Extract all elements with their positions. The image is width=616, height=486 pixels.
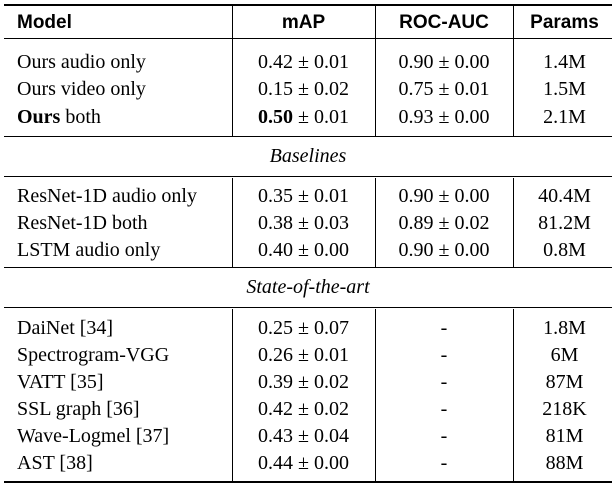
cell-params: 1.5M [543,78,586,100]
cell-map: 0.39 ± 0.02 [258,371,349,393]
column-divider [375,309,376,481]
column-divider [513,178,514,267]
cell-map: 0.40 ± 0.00 [258,239,349,261]
cell-map: 0.50 ± 0.01 [258,106,349,128]
header-rule [4,38,612,39]
column-divider [375,6,376,136]
cell-model: SSL graph [36] [17,398,140,420]
cell-params: 6M [550,344,579,366]
cell-map: 0.38 ± 0.03 [258,212,349,234]
column-divider [513,309,514,481]
column-divider [375,178,376,267]
section-title-baselines: Baselines [269,145,347,167]
cell-roc-auc: - [440,452,448,474]
bottom-rule [4,481,612,483]
cell-params: 218K [542,398,587,420]
header-roc-auc: ROC-AUC [399,12,489,33]
section-rule [4,136,612,137]
cell-model: VATT [35] [17,371,104,393]
cell-model: Wave-Logmel [37] [17,425,170,447]
cell-map: 0.42 ± 0.02 [258,398,349,420]
cell-map: 0.35 ± 0.01 [258,185,349,207]
cell-roc-auc: 0.90 ± 0.00 [398,239,490,261]
column-divider [513,6,514,136]
header-params: Params [530,12,599,33]
header-map: mAP [281,12,326,33]
cell-map: 0.42 ± 0.01 [258,51,349,73]
cell-roc-auc: 0.75 ± 0.01 [398,78,490,100]
cell-params: 81.2M [538,212,591,234]
column-divider [232,309,233,481]
cell-model: Spectrogram-VGG [17,344,170,366]
header-model: Model [17,12,72,33]
cell-roc-auc: - [440,344,448,366]
cell-model: Ours both [17,106,101,128]
cell-map: 0.43 ± 0.04 [258,425,349,447]
cell-params: 0.8M [543,239,586,261]
cell-model: Ours audio only [17,51,146,73]
cell-roc-auc: - [440,398,448,420]
section-rule [4,176,612,177]
cell-params: 2.1M [543,106,586,128]
top-rule [4,4,612,6]
cell-model: LSTM audio only [17,239,161,261]
cell-model: DaiNet [34] [17,317,114,339]
column-divider [232,178,233,267]
column-divider [232,6,233,136]
cell-params: 88M [545,452,584,474]
cell-model: ResNet-1D both [17,212,148,234]
cell-params: 1.8M [543,317,586,339]
cell-model: Ours video only [17,78,146,100]
cell-model: ResNet-1D audio only [17,185,197,207]
cell-map: 0.26 ± 0.01 [258,344,349,366]
section-rule [4,267,612,268]
cell-roc-auc: - [440,317,448,339]
cell-map: 0.44 ± 0.00 [258,452,349,474]
section-rule [4,307,612,308]
cell-model: AST [38] [17,452,93,474]
cell-params: 40.4M [538,185,591,207]
cell-roc-auc: 0.93 ± 0.00 [398,106,490,128]
cell-params: 87M [545,371,584,393]
cell-roc-auc: 0.90 ± 0.00 [398,51,490,73]
cell-roc-auc: 0.89 ± 0.02 [398,212,490,234]
cell-roc-auc: - [440,425,448,447]
cell-map: 0.25 ± 0.07 [258,317,349,339]
cell-params: 81M [545,425,584,447]
cell-params: 1.4M [543,51,586,73]
cell-roc-auc: 0.90 ± 0.00 [398,185,490,207]
section-title-state-of-the-art: State-of-the-art [246,276,370,298]
cell-map: 0.15 ± 0.02 [258,78,349,100]
cell-roc-auc: - [440,371,448,393]
